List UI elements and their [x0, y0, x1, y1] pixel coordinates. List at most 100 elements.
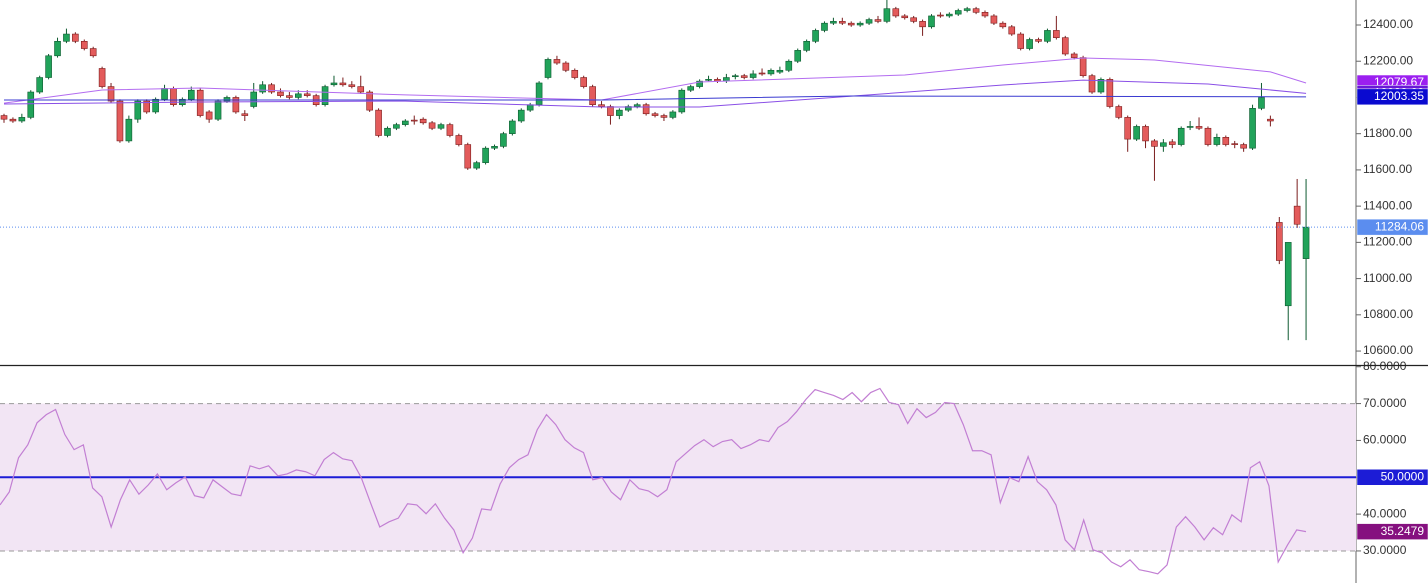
candle-body — [865, 19, 873, 24]
candle-body — [946, 13, 953, 17]
y-tick-label: 70.0000 — [1363, 396, 1407, 410]
y-tick-label: 12400.00 — [1363, 17, 1413, 31]
candle-body — [54, 41, 61, 57]
candle-body — [295, 93, 302, 98]
candle-body — [410, 119, 418, 122]
candle-body — [535, 82, 543, 105]
candle-body — [107, 86, 115, 102]
candle-body — [1106, 79, 1114, 107]
candle-body — [749, 73, 757, 78]
candle-body — [812, 30, 819, 42]
candle-body — [990, 15, 998, 24]
candle-body — [1195, 126, 1203, 129]
candle-body — [1222, 137, 1230, 145]
candle-body — [883, 8, 891, 22]
candle-body — [669, 111, 677, 118]
candle-body — [963, 8, 971, 11]
candle-body — [598, 104, 605, 107]
candle-body — [651, 113, 659, 116]
candle-body — [1258, 97, 1265, 109]
candle-body — [1267, 118, 1274, 122]
candle-body — [357, 86, 365, 93]
candle-body — [1186, 126, 1194, 128]
candle-body — [1017, 33, 1024, 49]
candle-body — [919, 21, 926, 28]
candle-body — [740, 75, 748, 78]
candle-body — [473, 162, 480, 169]
candle-body — [1133, 126, 1140, 140]
midline-tag-bg — [1356, 469, 1428, 486]
moving-average — [4, 95, 1307, 101]
candle-body — [580, 77, 587, 87]
candle-body — [571, 69, 579, 78]
candle-body — [758, 72, 766, 75]
candle-body — [687, 86, 695, 91]
midline-tag: 50.0000 — [1381, 469, 1425, 483]
candle-body — [428, 122, 436, 129]
candle-body — [402, 120, 409, 125]
candle-body — [98, 68, 106, 87]
candle-body — [678, 89, 686, 113]
candle-body — [27, 91, 35, 118]
candle-body — [1240, 144, 1247, 149]
candle-body — [1284, 242, 1292, 307]
candle-body — [89, 48, 97, 57]
candle-body — [972, 8, 980, 13]
rsi-tag: 35.2479 — [1381, 524, 1425, 538]
y-tick-label: 11400.00 — [1363, 198, 1412, 212]
candle-body — [589, 86, 596, 105]
candle-body — [553, 59, 561, 64]
candle-body — [1079, 57, 1087, 77]
candle-body — [134, 100, 142, 120]
candle-body — [348, 84, 356, 87]
candle-body — [633, 104, 641, 107]
candle-body — [794, 50, 802, 62]
candle-body — [1302, 226, 1310, 259]
candle-body — [80, 41, 88, 49]
candle-body — [731, 75, 739, 78]
candle-body — [18, 117, 26, 122]
candle-body — [0, 115, 8, 120]
price-tag-bg — [1356, 88, 1428, 106]
candle-body — [36, 77, 43, 93]
candle-body — [419, 118, 427, 124]
y-tick-label: 60.0000 — [1363, 433, 1407, 447]
candle-body — [437, 124, 445, 129]
y-tick-label: 11200.00 — [1363, 235, 1412, 249]
candle-body — [384, 127, 391, 136]
candle-body — [1097, 79, 1105, 93]
candle-body — [205, 111, 213, 120]
candle-body — [446, 124, 454, 136]
candle-body — [1115, 106, 1123, 118]
candle-body — [125, 118, 133, 142]
candle-body — [928, 15, 935, 28]
candle-body — [616, 109, 623, 116]
candle-body — [1249, 108, 1256, 149]
candle-body — [214, 100, 222, 120]
candle-body — [321, 86, 329, 105]
candle-body — [375, 109, 382, 136]
candle-body — [892, 8, 900, 17]
candle-body — [1088, 75, 1096, 93]
candle-body — [803, 41, 810, 51]
candle-body — [500, 133, 507, 147]
candle-body — [1204, 127, 1212, 145]
candle-body — [1061, 37, 1069, 55]
candle-body — [874, 19, 882, 22]
candle-body — [937, 14, 944, 17]
moving-average — [4, 79, 1307, 108]
candle-body — [196, 89, 204, 116]
rsi-tag-bg — [1356, 523, 1428, 540]
candle-body — [776, 69, 784, 73]
candle-body — [9, 118, 17, 122]
candle-body — [241, 113, 249, 116]
candle-body — [607, 106, 614, 116]
y-tick-label: 11000.00 — [1363, 271, 1412, 285]
y-tick-label: 10800.00 — [1363, 307, 1413, 321]
candle-body — [517, 109, 525, 122]
candle-body — [509, 120, 516, 134]
candle-body — [63, 33, 70, 42]
candle-body — [491, 146, 498, 149]
y-tick-label: 12200.00 — [1363, 53, 1413, 67]
candle-body — [705, 79, 712, 81]
